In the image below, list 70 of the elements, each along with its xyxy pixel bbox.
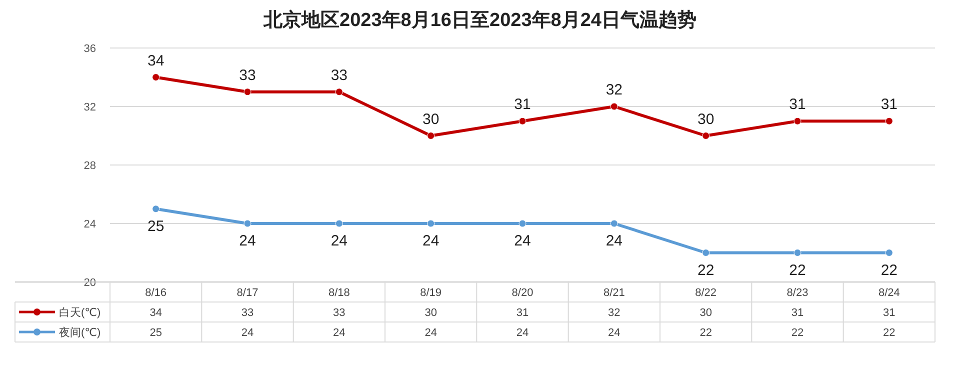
point (244, 88, 252, 96)
data-label: 31 (789, 96, 806, 114)
text: 24 (424, 327, 437, 339)
point (885, 117, 893, 125)
text: 33 (333, 307, 346, 319)
text: 25 (150, 327, 162, 339)
data-label: 31 (514, 96, 531, 114)
data-label: 25 (147, 218, 164, 235)
data-label: 34 (147, 52, 164, 70)
data-label: 24 (514, 232, 531, 250)
text: 30 (700, 307, 712, 319)
text: 24 (241, 327, 254, 339)
point (610, 102, 618, 110)
data-label: 32 (606, 82, 623, 98)
data-label: 33 (239, 66, 256, 84)
data-label: 24 (422, 232, 440, 250)
text: 24 (516, 327, 529, 339)
legend-label: 白天(℃) (59, 307, 101, 319)
x-tick-label: 8/20 (512, 287, 534, 299)
data-label: 31 (880, 96, 898, 114)
text: 31 (883, 307, 896, 319)
point (610, 220, 618, 228)
point (794, 117, 802, 125)
data-label: 33 (330, 66, 348, 84)
x-tick-label: 8/22 (695, 287, 717, 299)
data-label: 30 (697, 110, 714, 128)
y-tick-label: 32 (84, 102, 96, 114)
x-tick-label: 8/17 (236, 287, 258, 299)
point (885, 249, 893, 256)
x-tick-label: 8/16 (145, 287, 167, 299)
point (427, 220, 435, 228)
point (702, 132, 710, 140)
text: 33 (241, 307, 254, 319)
y-tick-label: 28 (84, 160, 96, 172)
text: 34 (150, 307, 162, 319)
data-label: 22 (880, 262, 898, 279)
text: 32 (608, 307, 620, 319)
point (152, 205, 160, 213)
point (702, 249, 710, 256)
point (794, 249, 802, 256)
point (518, 220, 526, 228)
x-tick-label: 8/24 (878, 287, 900, 299)
x-tick-label: 8/21 (603, 287, 625, 299)
data-label: 24 (330, 232, 348, 250)
point (518, 117, 526, 125)
point (152, 74, 160, 81)
x-tick-label: 8/18 (328, 287, 350, 299)
x-tick-label: 8/19 (420, 287, 442, 299)
legend-label: 夜间(℃) (59, 326, 101, 339)
point (244, 220, 252, 228)
text: 24 (608, 327, 620, 339)
data-label: 24 (606, 232, 623, 250)
point (335, 88, 343, 96)
text: 24 (333, 327, 346, 339)
point (335, 220, 343, 228)
text: 31 (516, 307, 529, 319)
text: 30 (424, 307, 437, 319)
y-tick-label: 24 (84, 218, 96, 230)
data-label: 24 (239, 232, 256, 250)
chart-title: 北京地区2023年8月16日至2023年8月24日气温趋势 (262, 9, 696, 31)
point (427, 132, 435, 140)
x-tick-label: 8/23 (786, 287, 808, 299)
text: 22 (791, 327, 804, 339)
data-label: 30 (422, 110, 440, 128)
y-tick-label: 36 (84, 43, 96, 55)
data-label: 22 (697, 262, 714, 279)
text: 22 (883, 327, 896, 339)
data-label: 22 (789, 262, 806, 279)
text: 22 (700, 327, 712, 339)
text: 31 (791, 307, 804, 319)
